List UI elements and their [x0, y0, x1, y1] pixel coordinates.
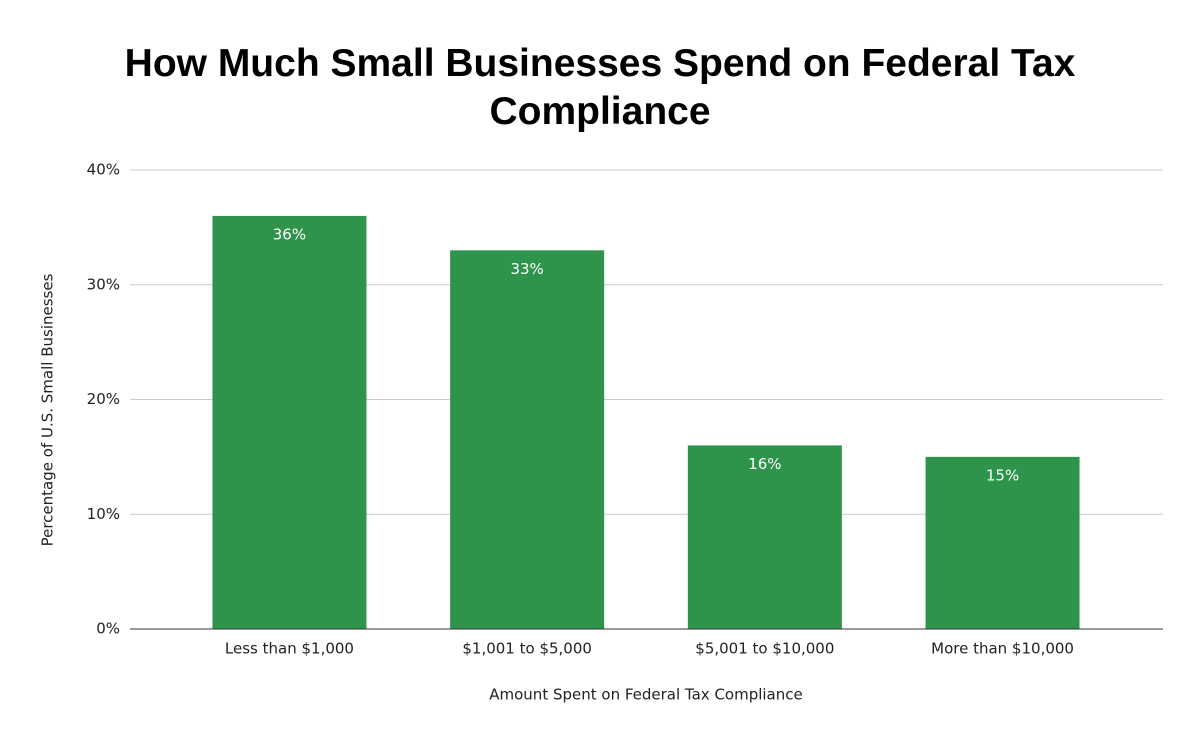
- bar: [212, 215, 367, 629]
- x-tick-label: More than $10,000: [931, 640, 1074, 658]
- x-tick-label: Less than $1,000: [225, 640, 354, 658]
- y-tick-label: 40%: [87, 161, 120, 179]
- value-label: 36%: [273, 225, 306, 243]
- y-tick-label: 20%: [87, 390, 120, 408]
- y-tick-label: 10%: [87, 505, 120, 523]
- y-tick-label: 0%: [96, 620, 120, 638]
- chart-title: How Much Small Businesses Spend on Feder…: [124, 42, 1076, 133]
- value-label: 16%: [748, 455, 781, 473]
- bar: [925, 456, 1080, 629]
- value-label: 15%: [986, 466, 1019, 484]
- x-tick-label: $1,001 to $5,000: [462, 640, 592, 658]
- bar: [687, 445, 842, 629]
- x-axis-label: Amount Spent on Federal Tax Compliance: [489, 686, 802, 704]
- y-axis-label: Percentage of U.S. Small Businesses: [39, 273, 57, 546]
- bar: [450, 250, 605, 629]
- value-label: 33%: [510, 260, 543, 278]
- y-tick-label: 30%: [87, 275, 120, 293]
- x-tick-label: $5,001 to $10,000: [695, 640, 834, 658]
